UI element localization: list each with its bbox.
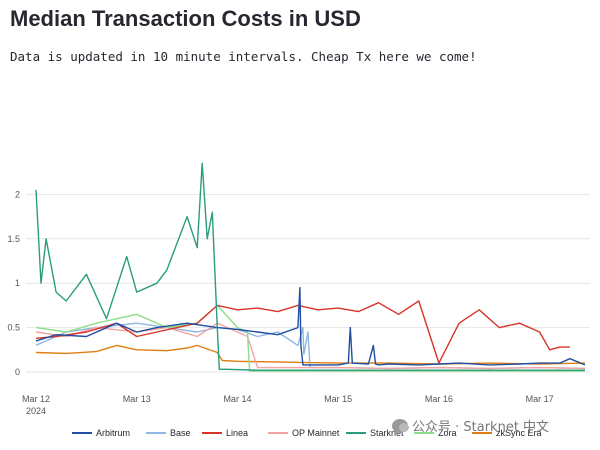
- legend-label-linea: Linea: [226, 428, 248, 438]
- x-axis-ticks: Mar 12 Mar 13 Mar 14 Mar 15 Mar 16 Mar 17 2024: [22, 394, 554, 416]
- chart-subtitle: Data is updated in 10 minute intervals. …: [10, 49, 477, 64]
- x-tick-label: Mar 17: [526, 394, 554, 404]
- legend-label-arbitrum: Arbitrum: [96, 428, 130, 438]
- legend-label-base: Base: [170, 428, 191, 438]
- legend: Arbitrum Base Linea OP Mainnet Starknet Zora z…: [72, 428, 542, 438]
- legend-label-starknet: Starknet: [370, 428, 404, 438]
- series-lines: [35, 162, 586, 372]
- watermark-text: 公众号 · Starknet 中文: [412, 420, 550, 435]
- chart-title: Median Transaction Costs in USD: [10, 6, 361, 31]
- legend-label-zksync-era: zkSync Era: [496, 428, 542, 438]
- watermark: 公众号 · Starknet 中文: [392, 416, 549, 435]
- x-tick-label: Mar 12: [22, 394, 50, 404]
- grid-lines: [26, 193, 590, 373]
- y-axis-ticks: 0 0.5 1 1.5 2: [7, 189, 20, 377]
- legend-label-op-mainnet: OP Mainnet: [292, 428, 340, 438]
- series-line-zora: [35, 304, 585, 372]
- legend-label-zora: Zora: [438, 428, 457, 438]
- x-tick-label: Mar 15: [324, 394, 352, 404]
- y-tick-label: 0: [15, 367, 20, 377]
- y-tick-label: 1.5: [7, 234, 20, 244]
- series-line-arbitrum: [35, 286, 586, 366]
- series-line-linea: [35, 300, 570, 364]
- series-line-starknet: [35, 162, 585, 371]
- x-tick-label: Mar 13: [123, 394, 151, 404]
- y-tick-label: 0.5: [7, 323, 20, 333]
- x-tick-label: Mar 14: [223, 394, 251, 404]
- series-line-zksync-era: [35, 344, 586, 365]
- y-tick-label: 1: [15, 278, 20, 288]
- x-year-label: 2024: [26, 406, 46, 416]
- x-tick-label: Mar 16: [425, 394, 453, 404]
- y-tick-label: 2: [15, 189, 20, 199]
- wechat-icon: [392, 418, 409, 433]
